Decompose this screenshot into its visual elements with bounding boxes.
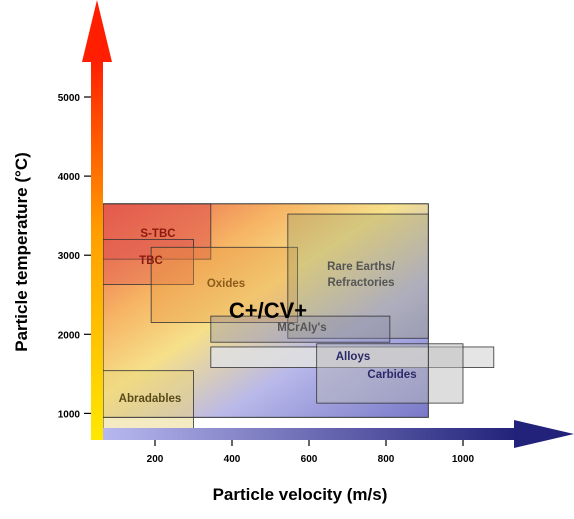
region-label-tbc: TBC	[139, 255, 163, 267]
y-tick-label: 2000	[58, 330, 81, 341]
y-tick-label: 1000	[58, 409, 81, 420]
region-oxides	[150, 246, 298, 323]
y-axis-title: Particle temperature (°C)	[12, 152, 31, 352]
region-carbides	[316, 343, 464, 404]
region-abradables	[102, 370, 194, 430]
region-label-abradables: Abradables	[119, 393, 182, 405]
y-axis-arrow	[82, 0, 112, 440]
region-label-s-tbc: S-TBC	[140, 228, 175, 240]
y-tick-label: 4000	[58, 172, 81, 183]
y-tick-label: 5000	[58, 93, 81, 104]
region-label-carbides: Carbides	[367, 369, 416, 381]
region-s-tbc	[102, 203, 212, 260]
region-mcraly-s	[210, 315, 391, 343]
center-label: C+/CV+	[229, 298, 307, 323]
region-label-rare-earths-refractories: Rare Earths/Refractories	[327, 261, 396, 289]
x-tick-label: 600	[301, 454, 318, 465]
region-label-oxides: Oxides	[207, 278, 245, 290]
x-axis-title: Particle velocity (m/s)	[213, 485, 388, 504]
x-tick-label: 400	[224, 454, 241, 465]
region-rare-earths-refractories	[287, 213, 429, 339]
x-axis-arrow	[103, 420, 574, 448]
y-tick-label: 3000	[58, 251, 81, 262]
region-label-mcraly-s: MCrAly's	[277, 322, 326, 334]
x-tick-label: 1000	[452, 454, 475, 465]
region-label-alloys: Alloys	[336, 351, 371, 363]
x-tick-label: 200	[147, 454, 164, 465]
process-window-outline	[102, 203, 429, 418]
x-tick-label: 800	[378, 454, 395, 465]
